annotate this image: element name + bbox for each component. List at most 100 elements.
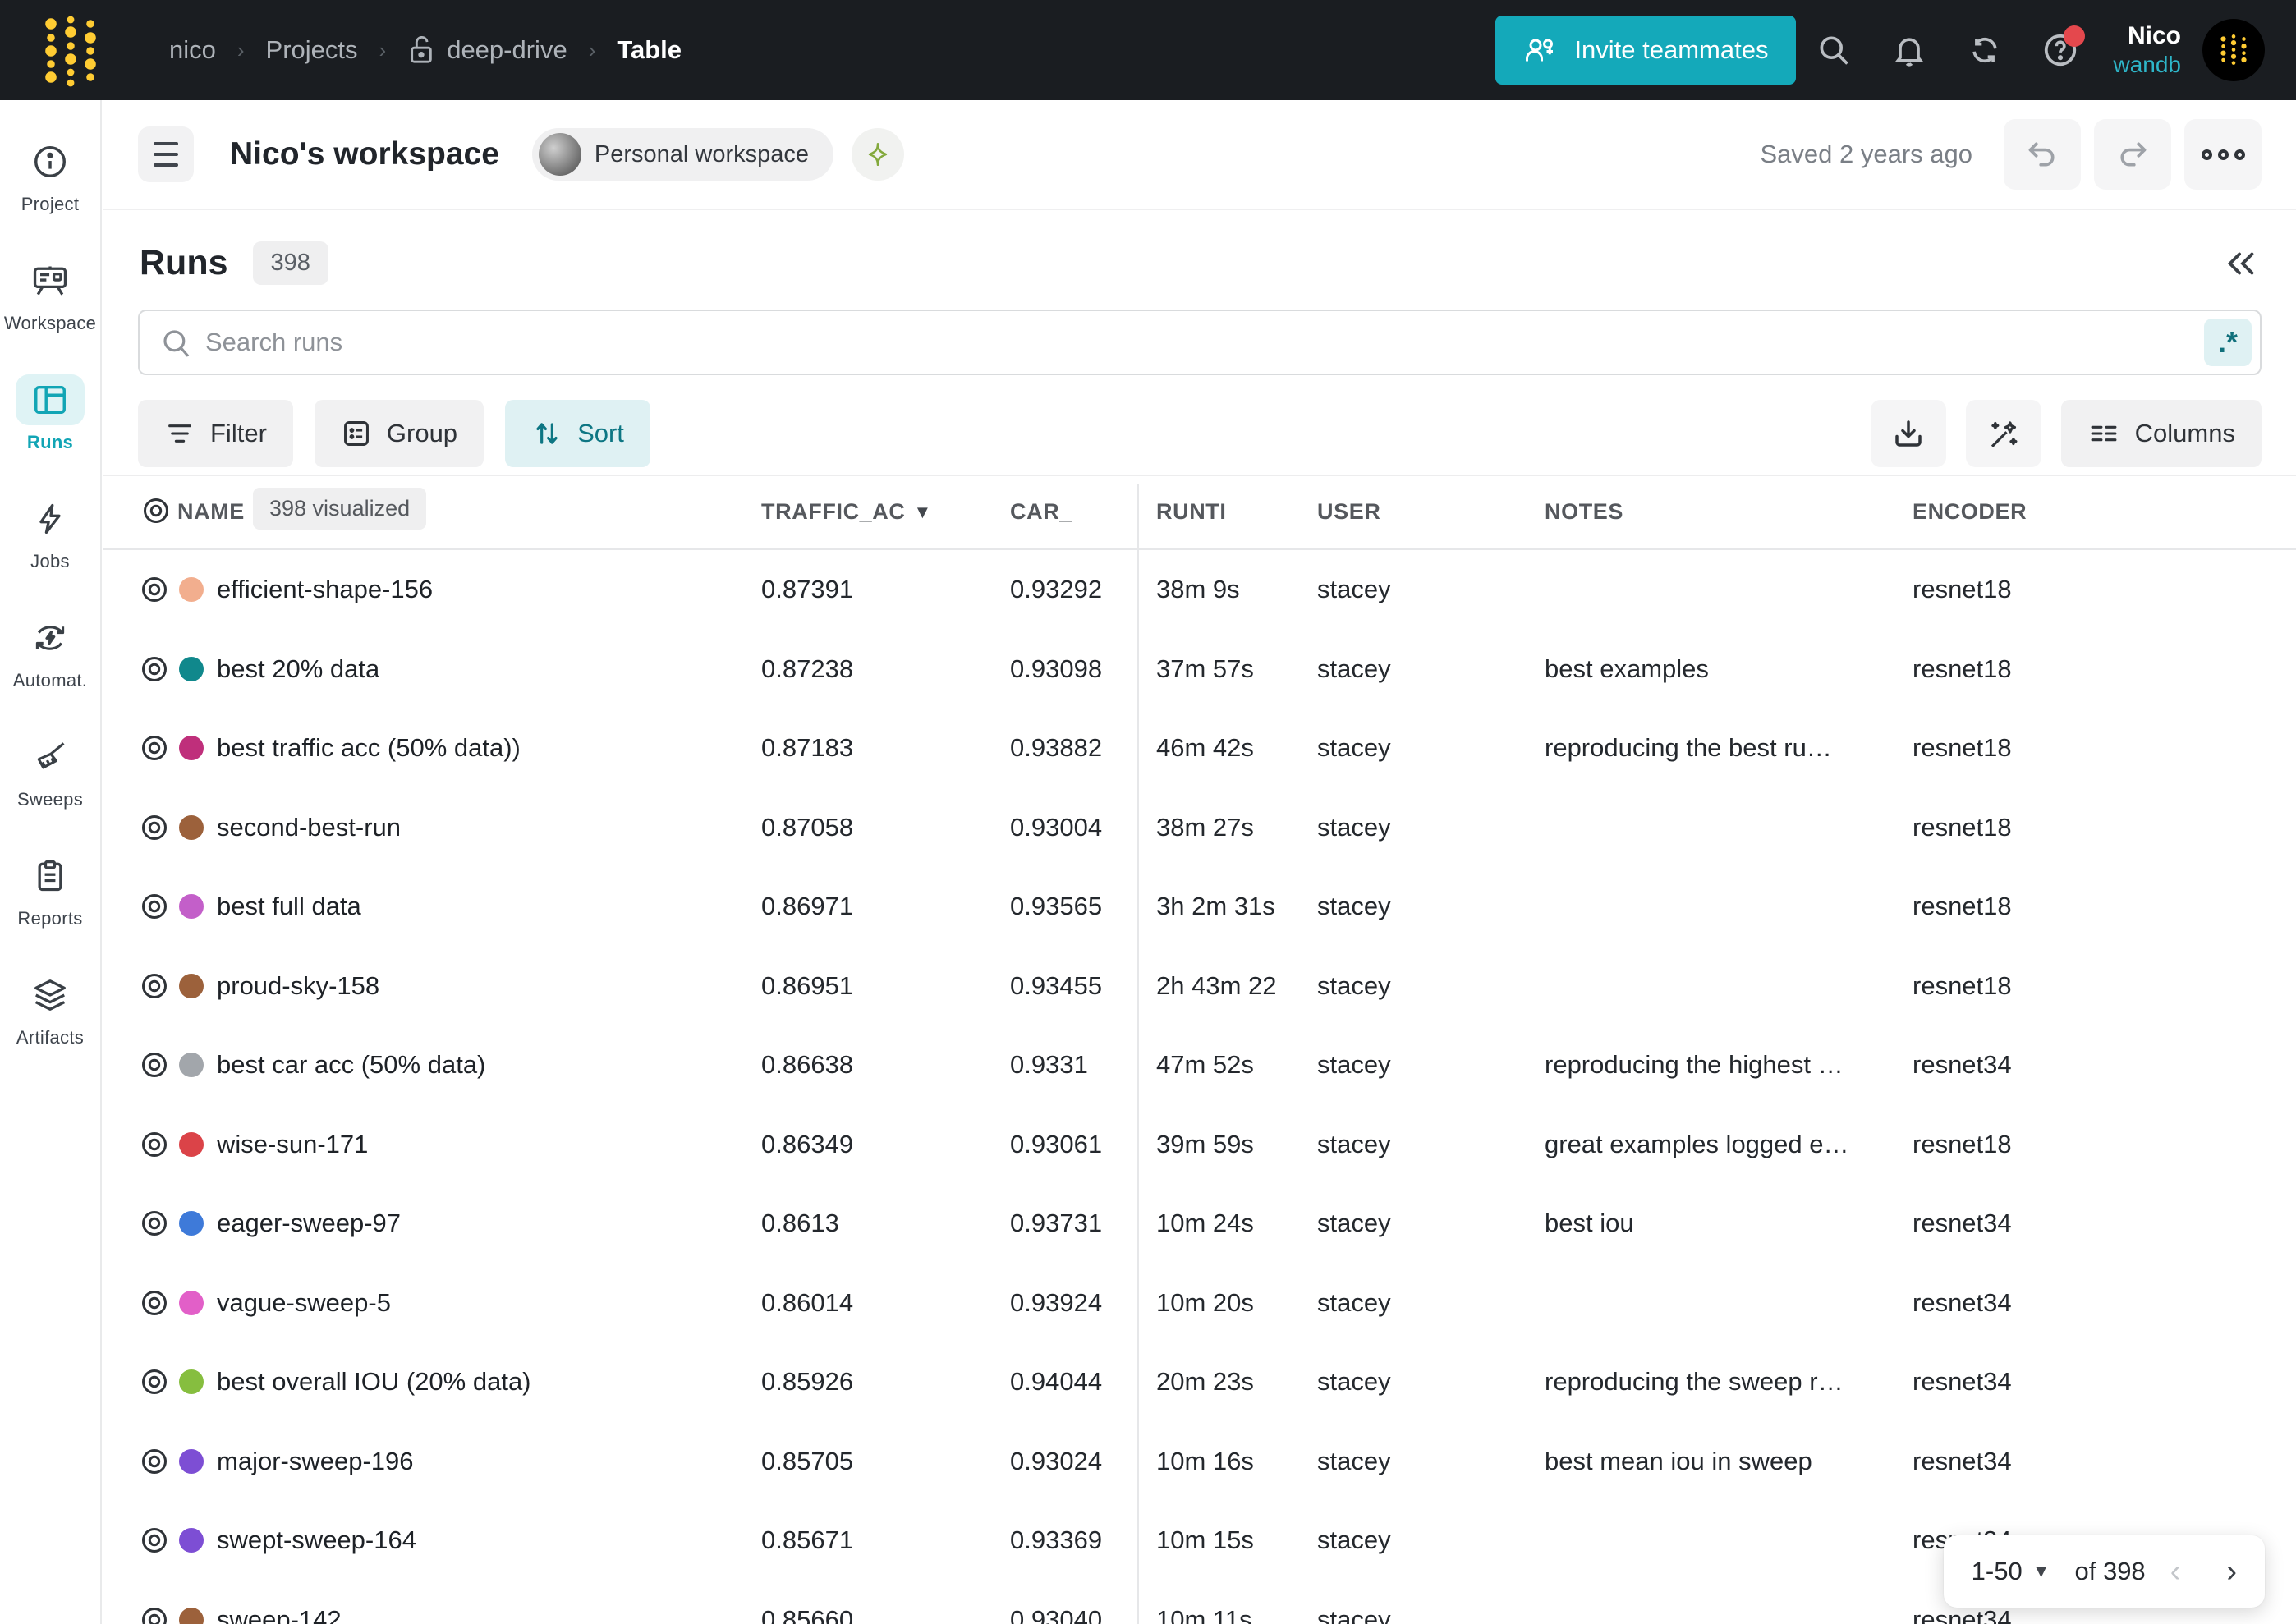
workspace-menu-button[interactable] <box>138 126 194 182</box>
user-identity[interactable]: Nico wandb <box>2113 21 2181 79</box>
table-row[interactable]: major-sweep-196 0.85705 0.93024 10m 16s … <box>103 1422 2296 1502</box>
run-visibility-eye-icon[interactable] <box>140 654 169 684</box>
run-name[interactable]: sweep-142 <box>217 1604 342 1624</box>
table-row[interactable]: eager-sweep-97 0.8613 0.93731 10m 24s st… <box>103 1184 2296 1264</box>
run-name[interactable]: wise-sun-171 <box>217 1129 369 1158</box>
column-header-encoder[interactable]: ENCODER <box>1913 499 2027 524</box>
filter-button[interactable]: Filter <box>138 400 293 467</box>
breadcrumb-projects[interactable]: Projects <box>265 35 358 64</box>
column-header-runtime[interactable]: RUNTI <box>1156 499 1227 524</box>
run-name[interactable]: best car acc (50% data) <box>217 1050 486 1080</box>
sidebar-item-runs[interactable]: Runs <box>0 374 101 493</box>
run-color-dot <box>179 577 204 603</box>
run-visibility-eye-icon[interactable] <box>140 1525 169 1555</box>
table-row[interactable]: best traffic acc (50% data)) 0.87183 0.9… <box>103 709 2296 788</box>
run-name[interactable]: eager-sweep-97 <box>217 1209 402 1238</box>
sidebar-item-sweeps[interactable]: Sweeps <box>0 732 101 851</box>
next-page-button[interactable]: › <box>2205 1554 2237 1590</box>
encoder-value: resnet34 <box>1913 1209 2012 1238</box>
breadcrumb-entity[interactable]: nico <box>169 35 216 64</box>
encoder-value: resnet18 <box>1913 892 2012 921</box>
previous-page-button[interactable]: ‹ <box>2170 1553 2181 1589</box>
column-header-traffic-acc[interactable]: TRAFFIC_AC ▼ <box>761 499 932 524</box>
run-visibility-eye-icon[interactable] <box>140 1209 169 1238</box>
run-color-dot <box>179 1290 204 1315</box>
sync-refresh-icon[interactable] <box>1947 16 2023 85</box>
run-name[interactable]: major-sweep-196 <box>217 1446 414 1475</box>
run-visibility-eye-icon[interactable] <box>140 1130 169 1159</box>
table-row[interactable]: vague-sweep-5 0.86014 0.93924 10m 20s st… <box>103 1264 2296 1343</box>
table-row[interactable]: best overall IOU (20% data) 0.85926 0.94… <box>103 1342 2296 1422</box>
run-visibility-eye-icon[interactable] <box>140 1367 169 1397</box>
run-name[interactable]: best full data <box>217 892 361 921</box>
sort-button[interactable]: Sort <box>505 400 650 467</box>
table-row[interactable]: second-best-run 0.87058 0.93004 38m 27s … <box>103 788 2296 868</box>
run-name[interactable]: proud-sky-158 <box>217 970 380 1000</box>
undo-button[interactable] <box>2004 119 2081 190</box>
regex-toggle[interactable]: .* <box>2204 319 2252 366</box>
run-name[interactable]: efficient-shape-156 <box>217 575 434 604</box>
breadcrumb-project-name[interactable]: deep-drive <box>447 35 567 64</box>
search-runs-input[interactable] <box>138 310 2262 375</box>
help-icon[interactable] <box>2023 16 2098 85</box>
search-icon[interactable] <box>1796 16 1871 85</box>
run-visibility-eye-icon[interactable] <box>140 813 169 842</box>
magic-wand-button[interactable] <box>1965 400 2041 467</box>
run-name[interactable]: best traffic acc (50% data)) <box>217 733 521 763</box>
wandb-logo[interactable] <box>34 12 113 88</box>
table-row[interactable]: best 20% data 0.87238 0.93098 37m 57s st… <box>103 630 2296 709</box>
sparkle-ai-button[interactable] <box>852 128 905 181</box>
table-row[interactable]: best car acc (50% data) 0.86638 0.9331 4… <box>103 1025 2296 1105</box>
more-options-button[interactable] <box>2184 119 2262 190</box>
run-visibility-eye-icon[interactable] <box>140 971 169 1001</box>
table-row[interactable]: proud-sky-158 0.86951 0.93455 2h 43m 22 … <box>103 947 2296 1026</box>
invite-teammates-button[interactable]: Invite teammates <box>1495 16 1797 85</box>
run-visibility-eye-icon[interactable] <box>140 1605 169 1624</box>
pinned-columns-divider[interactable] <box>1137 484 1139 1624</box>
table-row[interactable]: best full data 0.86971 0.93565 3h 2m 31s… <box>103 867 2296 947</box>
car-acc-value: 0.93061 <box>1010 1129 1103 1158</box>
car-acc-value: 0.9331 <box>1010 1050 1088 1080</box>
group-button[interactable]: Group <box>314 400 484 467</box>
page-range-dropdown[interactable]: 1-50 ▼ <box>1971 1557 2050 1585</box>
avatar[interactable] <box>2202 19 2265 81</box>
runs-count-badge: 398 <box>252 241 328 285</box>
columns-button[interactable]: Columns <box>2060 400 2262 467</box>
run-name[interactable]: vague-sweep-5 <box>217 1287 391 1317</box>
run-visibility-eye-icon[interactable] <box>140 1447 169 1476</box>
run-visibility-eye-icon[interactable] <box>140 575 169 604</box>
car-acc-value: 0.93924 <box>1010 1287 1103 1317</box>
column-header-user[interactable]: USER <box>1317 499 1381 524</box>
redo-button[interactable] <box>2094 119 2171 190</box>
column-header-name[interactable]: NAME <box>177 499 245 524</box>
run-visibility-eye-icon[interactable] <box>140 1288 169 1318</box>
download-button[interactable] <box>1870 400 1946 467</box>
sidebar-item-reports[interactable]: Reports <box>0 851 101 970</box>
notifications-bell-icon[interactable] <box>1871 16 1947 85</box>
search-runs-icon <box>159 326 194 360</box>
personal-workspace-badge[interactable]: Personal workspace <box>531 128 834 181</box>
run-visibility-eye-icon[interactable] <box>140 733 169 763</box>
sidebar-item-workspace[interactable]: Workspace <box>0 255 101 374</box>
run-name[interactable]: best overall IOU (20% data) <box>217 1367 531 1397</box>
run-visibility-eye-icon[interactable] <box>140 1050 169 1080</box>
run-name[interactable]: second-best-run <box>217 812 402 842</box>
column-header-notes[interactable]: NOTES <box>1545 499 1624 524</box>
sidebar-item-automations[interactable]: Automat. <box>0 612 101 732</box>
run-name[interactable]: best 20% data <box>217 654 380 683</box>
table-row[interactable]: sweep-142 0.85660 0.93040 10m 11s stacey… <box>103 1580 2296 1624</box>
sort-caret-icon[interactable]: ▼ <box>913 501 932 522</box>
traffic-acc-value: 0.86951 <box>761 970 854 1000</box>
visualize-all-eye-icon[interactable] <box>141 496 171 525</box>
notes-value: best iou <box>1545 1209 1634 1238</box>
column-header-car-acc[interactable]: CAR_ <box>1010 499 1072 524</box>
sidebar-item-artifacts[interactable]: Artifacts <box>0 970 101 1089</box>
sidebar-item-project[interactable]: Project <box>0 136 101 255</box>
table-row[interactable]: efficient-shape-156 0.87391 0.93292 38m … <box>103 550 2296 630</box>
run-name[interactable]: swept-sweep-164 <box>217 1525 416 1555</box>
sidebar-item-jobs[interactable]: Jobs <box>0 493 101 612</box>
run-visibility-eye-icon[interactable] <box>140 892 169 921</box>
table-row[interactable]: wise-sun-171 0.86349 0.93061 39m 59s sta… <box>103 1105 2296 1185</box>
runtime-value: 10m 20s <box>1156 1287 1254 1317</box>
collapse-panel-icon[interactable] <box>2222 247 2260 280</box>
